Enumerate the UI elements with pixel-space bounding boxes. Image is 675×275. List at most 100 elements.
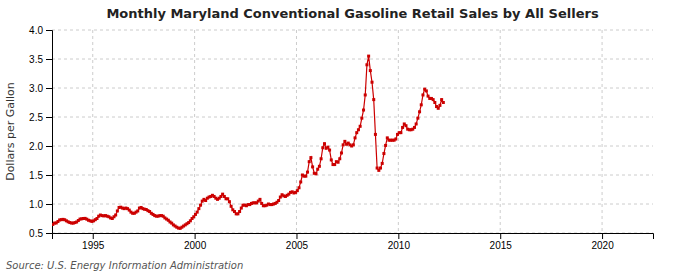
point: [238, 210, 241, 213]
point: [362, 109, 365, 112]
y-grid-line: [52, 88, 653, 89]
y-tick: 1.0: [29, 199, 52, 210]
x-tick-label: 2020: [591, 240, 614, 251]
y-tick-label: 1.0: [29, 199, 43, 210]
point: [338, 157, 341, 160]
point: [328, 149, 331, 152]
y-tick-mark: [46, 146, 52, 147]
x-grid-line: [602, 30, 603, 233]
point: [296, 189, 299, 192]
x-tick-mark: [602, 233, 603, 239]
y-tick: 2.0: [29, 141, 52, 152]
point: [371, 81, 374, 84]
y-tick-mark: [46, 117, 52, 118]
point: [394, 138, 397, 141]
point: [364, 93, 367, 96]
y-grid-line: [52, 30, 653, 31]
point: [240, 207, 243, 210]
y-tick-mark: [46, 59, 52, 60]
x-tick-mark: [195, 233, 196, 239]
x-tick: 2015: [490, 233, 513, 251]
point: [230, 205, 233, 208]
y-tick-label: 1.5: [29, 170, 43, 181]
point: [442, 101, 445, 104]
point: [311, 165, 314, 168]
y-tick-label: 3.5: [29, 54, 43, 65]
point: [258, 198, 261, 201]
point: [326, 146, 329, 149]
point: [374, 133, 377, 136]
point: [420, 103, 423, 106]
point: [320, 157, 323, 160]
point: [299, 180, 302, 183]
point: [306, 171, 309, 174]
x-tick-label: 2015: [490, 240, 513, 251]
point: [421, 93, 424, 96]
x-tick-label: 2000: [184, 240, 207, 251]
x-tick-label: 2010: [388, 240, 411, 251]
x-tick-label: 2005: [286, 240, 309, 251]
point: [399, 131, 402, 134]
x-tick-mark: [500, 233, 501, 239]
y-tick-label: 3.0: [29, 83, 43, 94]
x-tick: 1995: [82, 233, 105, 251]
point: [372, 98, 375, 101]
y-grid-line: [52, 59, 653, 60]
x-grid-line: [500, 30, 501, 233]
point: [438, 104, 441, 107]
point: [369, 69, 372, 72]
point: [304, 175, 307, 178]
point: [343, 140, 346, 143]
point: [352, 143, 355, 146]
y-tick-label: 2.0: [29, 141, 43, 152]
line: [53, 56, 443, 228]
y-tick-mark: [46, 88, 52, 89]
point: [413, 126, 416, 129]
y-tick-mark: [46, 175, 52, 176]
point: [359, 125, 362, 128]
point: [416, 117, 419, 120]
y-tick: 3.0: [29, 83, 52, 94]
y-grid-line: [52, 175, 653, 176]
point: [425, 89, 428, 92]
x-axis-line: [53, 234, 654, 240]
plot: 1995200020052010201520200.51.01.52.02.53…: [29, 25, 653, 251]
point: [114, 214, 117, 217]
y-tick-mark: [46, 233, 52, 234]
point: [342, 143, 345, 146]
x-grid-line: [194, 30, 195, 233]
y-tick-label: 4.0: [29, 25, 43, 36]
y-grid-line: [52, 204, 653, 205]
point: [365, 63, 368, 66]
point: [379, 167, 382, 170]
x-tick: 2000: [184, 233, 207, 251]
x-grid-line: [296, 30, 297, 233]
point: [277, 199, 280, 202]
point: [196, 211, 199, 214]
point: [415, 122, 418, 125]
point: [401, 126, 404, 129]
y-grid-line: [52, 117, 653, 118]
point: [316, 168, 319, 171]
point: [309, 156, 312, 159]
x-grid-line: [92, 30, 93, 233]
point: [357, 128, 360, 131]
point: [116, 209, 119, 212]
grid: [52, 30, 653, 233]
x-tick: 2010: [388, 233, 411, 251]
point: [432, 98, 435, 101]
series: [52, 55, 445, 230]
x-tick-mark: [93, 233, 94, 239]
y-axis-title: Dollars per Gallon: [4, 82, 17, 181]
x-tick-mark: [398, 233, 399, 239]
point: [199, 204, 202, 207]
point: [437, 107, 440, 110]
x-tick: 2020: [591, 233, 614, 251]
x-tick-mark: [296, 233, 297, 239]
point: [440, 98, 443, 101]
point: [228, 200, 231, 203]
point: [333, 163, 336, 166]
x-tick: 2005: [286, 233, 309, 251]
point: [226, 197, 229, 200]
y-tick-label: 0.5: [29, 228, 43, 239]
